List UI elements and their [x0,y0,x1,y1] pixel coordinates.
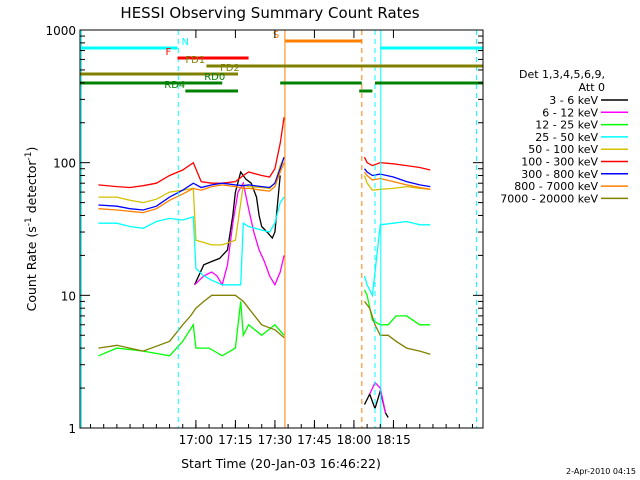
y-label-sup-1: -1 [24,217,34,226]
x-axis-label: Start Time (20-Jan-03 16:46:22) [181,456,381,471]
y-axis-label: Count Rate (s-1 detector-1) [24,147,39,312]
chart-title: HESSI Observing Summary Count Rates [120,4,419,22]
flag-label-3: FD1 [185,55,205,66]
legend-title-0: Det 1,3,4,5,6,9, [519,68,605,81]
series-line-1 [194,181,387,414]
legend-label-1: 6 - 12 keV [542,106,598,119]
x-tick-label-4: 18:00 [337,433,372,447]
series-line-0 [194,170,389,418]
series-line-8 [98,294,431,355]
legend-label-0: 3 - 6 keV [549,94,598,107]
y-axis-ticks: 1 10 100 1000 [45,24,483,436]
series-line-7 [98,162,431,214]
x-axis-ticks: 17:00 17:15 17:30 17:45 18:00 18:15 [90,30,473,447]
series-line-3 [98,196,431,298]
legend-label-4: 50 - 100 keV [528,143,598,156]
y-tick-label-0: 1 [68,422,76,436]
legend-title-1: Att 0 [579,81,605,94]
y-label-part-3: ) [24,147,39,152]
x-tick-label-2: 17:30 [258,433,293,447]
legend-label-5: 100 - 300 keV [521,156,598,169]
y-tick-label-2: 100 [53,157,76,171]
legend-label-8: 7000 - 20000 keV [500,192,598,205]
legend-label-3: 25 - 50 keV [535,131,598,144]
x-tick-label-1: 17:15 [218,433,253,447]
series-line-2 [98,289,431,357]
flag-label-1: S [273,30,279,41]
flag-label-4: FD2 [220,63,240,74]
flag-label-6: RD4 [164,80,185,91]
legend-label-2: 12 - 25 keV [535,119,598,132]
legend-label-7: 800 - 7000 keV [514,180,598,193]
flag-label-2: F [165,47,171,58]
legend-label-6: 300 - 800 keV [521,168,598,181]
plot-lines [98,117,431,418]
flag-label-0: N [181,37,188,48]
series-line-6 [98,156,431,211]
vertical-markers [80,30,477,428]
y-label-part-1: Count Rate (s [24,226,39,311]
plot-frame [79,29,484,429]
series-line-5 [98,117,431,189]
y-tick-label-3: 1000 [45,24,76,38]
y-label-part-2: detector [24,160,39,218]
series-line-4 [98,156,431,246]
y-label-sup-2: -1 [24,152,34,161]
x-tick-label-5: 18:15 [376,433,411,447]
x-tick-label-0: 17:00 [179,433,214,447]
x-tick-label-3: 17:45 [297,433,332,447]
y-tick-label-1: 10 [61,289,76,303]
flag-label-5: RD0 [204,72,225,83]
footer-date: 2-Apr-2010 04:15 [566,467,636,476]
